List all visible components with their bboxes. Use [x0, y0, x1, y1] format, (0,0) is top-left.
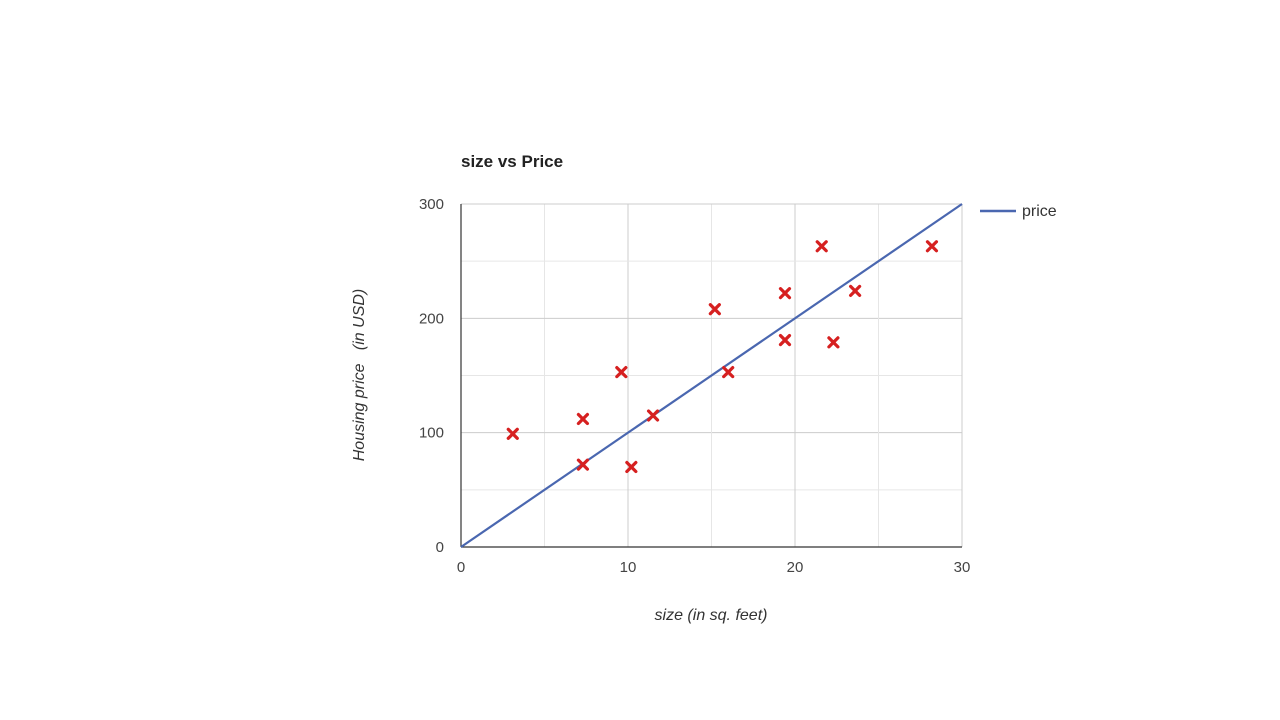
scatter-point	[849, 284, 862, 297]
legend-label: price	[1022, 203, 1057, 220]
scatter-point	[576, 412, 590, 426]
x-tick-label: 30	[954, 559, 971, 576]
scatter-point-stroke	[646, 409, 660, 422]
scatter-point-stroke	[778, 287, 792, 300]
scatter-point-stroke	[778, 333, 792, 347]
x-axis-title: size (in sq. feet)	[655, 607, 768, 624]
scatter-point	[827, 336, 840, 349]
scatter-point-stroke	[722, 365, 735, 379]
scatter-point-stroke	[925, 240, 939, 253]
scatter-point-stroke	[576, 458, 590, 471]
scatter-point-stroke	[615, 365, 628, 379]
scatter-point-stroke	[708, 303, 721, 316]
scatter-point	[615, 365, 628, 379]
scatter-point-stroke	[625, 460, 638, 474]
scatter-point-stroke	[849, 284, 862, 297]
x-tick-label: 0	[457, 559, 465, 576]
y-tick-label: 100	[419, 425, 444, 442]
scatter-point-stroke	[815, 240, 828, 253]
scatter-point	[506, 427, 519, 440]
scatter-point	[646, 409, 660, 422]
scatter-point	[778, 287, 792, 300]
scatter-point	[925, 240, 939, 253]
data-points	[506, 240, 939, 474]
y-tick-label: 300	[419, 196, 444, 213]
scatter-point-stroke	[506, 427, 519, 440]
fit-line-layer	[460, 203, 963, 548]
x-tick-label: 10	[620, 559, 637, 576]
scatter-point	[778, 333, 792, 347]
scatter-point-stroke	[827, 336, 840, 349]
x-tick-label: 20	[787, 559, 804, 576]
chart-title: size vs Price	[461, 152, 564, 171]
y-axis-title: Housing price (in USD)	[351, 289, 368, 462]
scatter-point	[722, 365, 735, 379]
legend: price	[980, 203, 1057, 220]
series-line-price	[460, 203, 963, 548]
y-tick-label: 0	[436, 539, 444, 556]
scatter-point-stroke	[576, 412, 590, 426]
scatter-point	[625, 460, 638, 474]
scatter-point	[815, 240, 828, 253]
scatter-point	[708, 303, 721, 316]
y-tick-label: 200	[419, 310, 444, 327]
scatter-point	[576, 458, 590, 471]
